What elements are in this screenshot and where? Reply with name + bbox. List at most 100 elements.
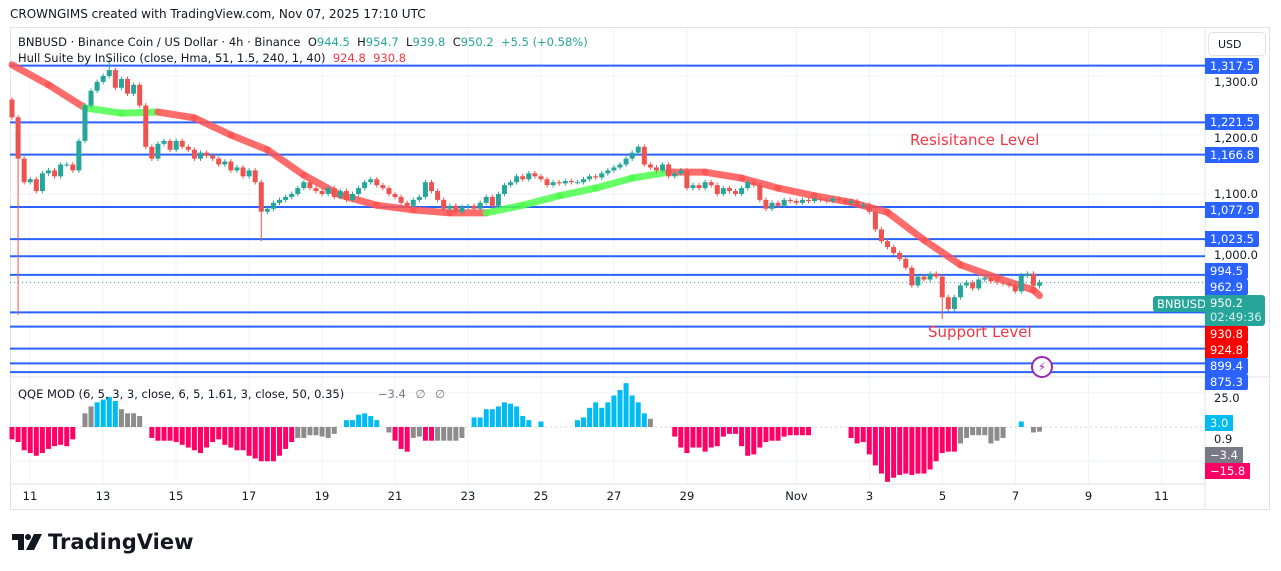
hull-legend[interactable]: Hull Suite by InSilico (close, Hma, 51, …	[18, 51, 406, 65]
time-tick-label: 9	[1084, 489, 1093, 503]
qqe-bar	[781, 427, 787, 437]
qqe-bar	[277, 427, 283, 456]
resistance-annotation[interactable]: Resisitance Level	[910, 131, 1040, 149]
qqe-bar	[909, 427, 915, 475]
candle	[234, 167, 240, 171]
candle	[866, 204, 872, 212]
time-tick-label: 21	[387, 489, 403, 503]
hull-ribbon-segment	[409, 206, 454, 217]
qqe-bar	[915, 427, 921, 474]
candle	[1030, 273, 1036, 286]
qqe-bar	[289, 427, 295, 443]
candle	[252, 170, 258, 183]
candle	[921, 276, 927, 280]
candle	[349, 194, 355, 200]
candle	[1024, 273, 1030, 276]
candle	[143, 105, 149, 147]
qqe-bar	[501, 402, 507, 427]
qqe-bar	[313, 427, 319, 436]
qqe-bar	[471, 417, 477, 427]
qqe-bar	[587, 407, 593, 427]
candle	[362, 182, 368, 189]
qqe-bar	[58, 427, 64, 445]
qqe-bar	[854, 427, 860, 444]
qqe-value-label: −3.4	[1205, 446, 1243, 463]
qqe-bar	[1030, 427, 1036, 433]
qqe-bar	[234, 427, 240, 451]
level-price-label: 1,023.5	[1205, 231, 1259, 248]
candle	[903, 258, 909, 268]
qqe-bar	[763, 427, 769, 443]
qqe-bar	[945, 427, 951, 452]
candle	[842, 199, 848, 203]
qqe-bar	[702, 427, 708, 452]
candle	[538, 176, 544, 180]
currency-button[interactable]: USD	[1208, 32, 1266, 56]
qqe-bar	[581, 417, 587, 427]
candle	[720, 188, 726, 194]
candle	[471, 205, 477, 209]
qqe-bar	[197, 427, 203, 454]
qqe-bar	[696, 427, 702, 448]
open-value: 944.5	[316, 35, 350, 49]
candle	[76, 140, 82, 171]
support-annotation[interactable]: Support Level	[928, 323, 1032, 341]
level-price-label: 1,166.8	[1205, 146, 1259, 163]
qqe-bar	[331, 427, 337, 434]
time-tick-label: 11	[1154, 489, 1169, 503]
candle	[301, 182, 307, 189]
qqe-bar	[356, 414, 362, 427]
qqe-bar	[982, 427, 988, 436]
level-price-label: 1,221.5	[1205, 114, 1259, 131]
change-value: +5.5 (+0.58%)	[500, 35, 588, 49]
candle	[398, 196, 404, 203]
hull-ribbon-segment	[482, 201, 527, 217]
price-tick-label: 1,200.0	[1214, 131, 1258, 146]
qqe-bar	[52, 427, 58, 447]
candle	[532, 173, 538, 177]
candle	[459, 206, 465, 212]
candle	[696, 185, 702, 189]
hull-ribbon-segment	[884, 208, 928, 244]
qqe-bar	[64, 427, 70, 447]
hull-ribbon-segment	[8, 61, 52, 89]
qqe-bar	[848, 427, 854, 438]
qqe-bar	[94, 402, 100, 427]
qqe-bar	[951, 427, 957, 452]
qqe-bar	[1018, 421, 1024, 427]
qqe-legend[interactable]: QQE MOD (6, 5, 3, 3, close, 6, 5, 1.61, …	[18, 387, 445, 401]
candle	[939, 276, 945, 298]
qqe-na-2: ∅	[435, 387, 446, 401]
candle	[769, 202, 775, 209]
candle	[429, 182, 435, 192]
time-tick-label: 19	[314, 489, 330, 503]
hull-ribbon-segment	[263, 146, 308, 179]
qqe-bar	[39, 427, 45, 454]
candle	[240, 167, 246, 177]
time-tick-label: 27	[606, 489, 622, 503]
qqe-bar	[216, 427, 222, 440]
hull-ribbon-segment	[592, 174, 636, 192]
candle	[1006, 283, 1012, 286]
candle	[465, 205, 471, 207]
candle	[386, 188, 392, 194]
qqe-bar	[368, 416, 374, 427]
tradingview-logo[interactable]: TradingView	[12, 530, 193, 554]
qqe-bar	[374, 420, 380, 427]
qqe-bar	[222, 427, 228, 445]
candle	[197, 152, 203, 159]
hull-ribbon-segment	[227, 131, 271, 154]
lightning-icon[interactable]: ⚡	[1031, 356, 1053, 378]
candle	[812, 198, 818, 202]
hull-ribbon-segment	[701, 168, 746, 182]
hull-ribbon-segment	[628, 168, 673, 182]
qqe-bar	[927, 427, 933, 470]
qqe-bar	[878, 427, 884, 474]
qqe-value-label: −15.8	[1205, 462, 1251, 479]
qqe-bar	[885, 427, 891, 482]
qqe-bar	[611, 395, 617, 427]
candle	[763, 199, 769, 209]
hull-ribbon-segment	[373, 201, 417, 214]
candle	[161, 140, 167, 144]
